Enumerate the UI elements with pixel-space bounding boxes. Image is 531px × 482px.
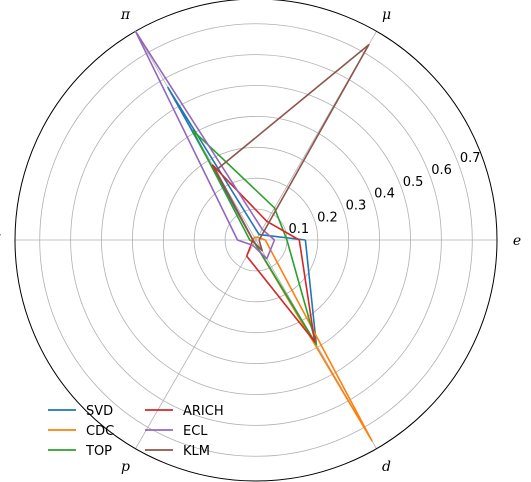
radial-tick-labels: 0.1 0.2 0.3 0.4 0.5 0.6 0.7 bbox=[289, 151, 481, 237]
axis-label: d bbox=[382, 459, 391, 475]
series-lines bbox=[134, 30, 373, 442]
radial-tick-label: 0.2 bbox=[317, 210, 338, 225]
legend-label: ECL bbox=[183, 424, 208, 439]
axis-label: e bbox=[513, 233, 521, 249]
axis-label: K bbox=[0, 233, 2, 249]
radial-tick-label: 0.4 bbox=[374, 187, 395, 202]
axis-label: μ bbox=[382, 7, 391, 23]
series-line-ecl bbox=[134, 30, 276, 260]
radial-tick-label: 0.1 bbox=[289, 222, 310, 237]
legend-label: SVD bbox=[86, 404, 113, 419]
radial-tick-label: 0.5 bbox=[403, 175, 424, 190]
axis-label: π bbox=[120, 7, 131, 23]
series-line-klm bbox=[215, 43, 370, 252]
legend: SVD CDC TOP ARICH ECL KLM bbox=[48, 404, 224, 459]
outer-frame bbox=[14, 0, 498, 482]
legend-label: ARICH bbox=[183, 404, 224, 419]
legend-label: CDC bbox=[86, 424, 114, 439]
grid-spoke bbox=[135, 239, 257, 449]
axis-label: p bbox=[121, 459, 130, 475]
radial-tick-label: 0.7 bbox=[460, 151, 481, 166]
radial-tick-label: 0.3 bbox=[346, 199, 367, 214]
radial-tick-label: 0.6 bbox=[431, 163, 452, 178]
series-line-top bbox=[191, 129, 318, 346]
legend-label: KLM bbox=[183, 444, 210, 459]
legend-label: TOP bbox=[85, 444, 112, 459]
